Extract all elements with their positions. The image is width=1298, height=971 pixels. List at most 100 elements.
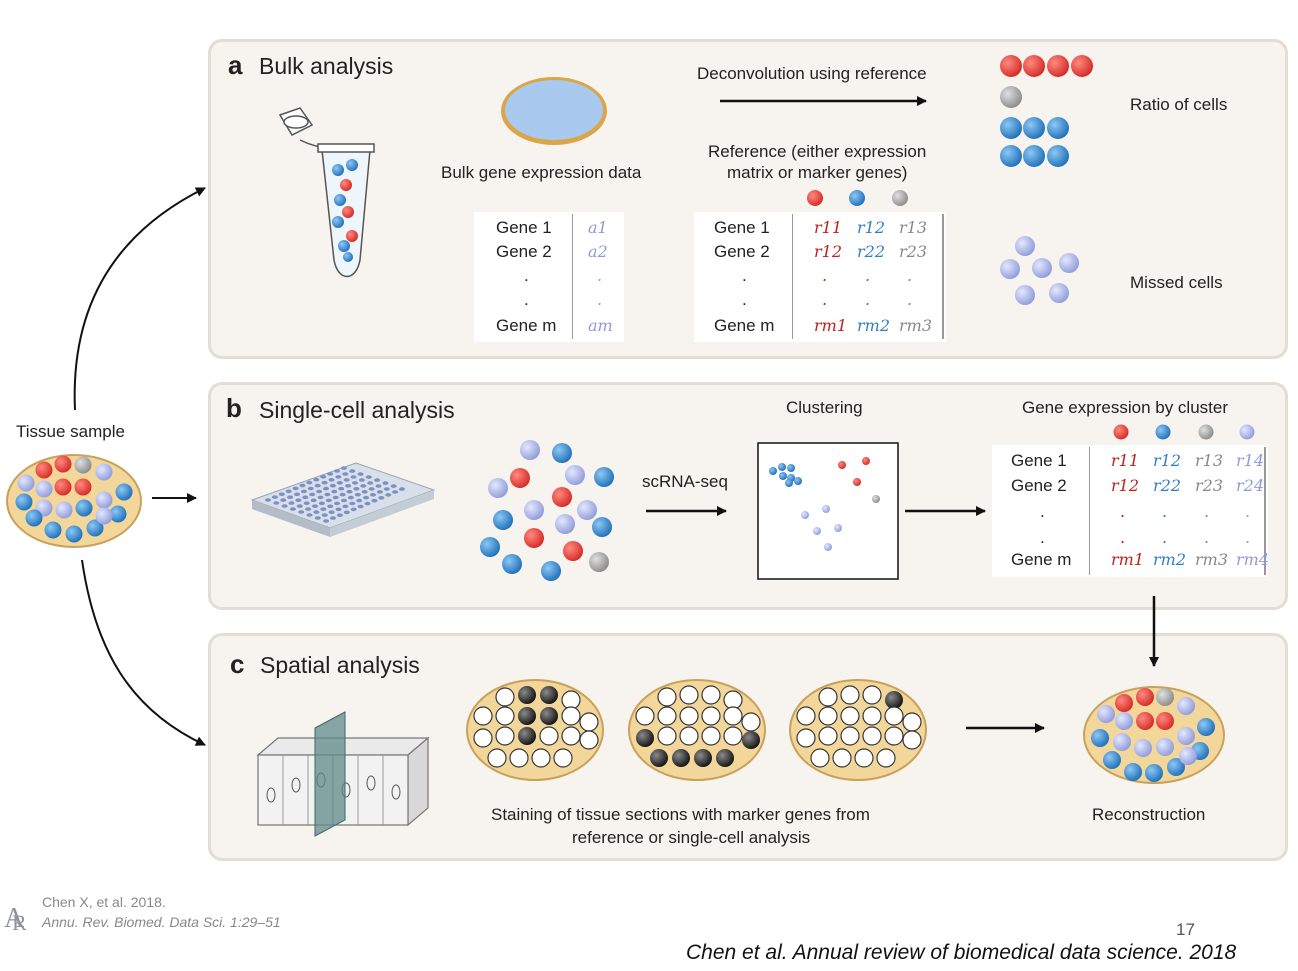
tissue-cell-19 bbox=[95, 507, 113, 525]
section-1-cell-1 bbox=[679, 685, 699, 705]
plate-well-36 bbox=[289, 507, 296, 511]
section-0-cell-1 bbox=[518, 686, 536, 704]
section-0-cell-7 bbox=[540, 707, 558, 725]
credit-line-2: Annu. Rev. Biomed. Data Sci. 1:29–51 bbox=[42, 914, 281, 930]
plate-well-64 bbox=[334, 501, 341, 506]
cluster-value-1-2: r23 bbox=[1195, 476, 1224, 495]
tissue-cell-4 bbox=[35, 480, 53, 498]
ref-dot-1 bbox=[849, 190, 865, 206]
tissue-cell-1 bbox=[54, 455, 72, 473]
plate-well-33 bbox=[343, 478, 350, 482]
plate-well-51 bbox=[318, 501, 325, 506]
tissue-cell-18 bbox=[86, 519, 104, 537]
panel-a-title: Bulk analysis bbox=[259, 53, 394, 79]
plate-well-85 bbox=[330, 516, 336, 520]
plate-well-29 bbox=[316, 489, 323, 494]
single-cells-graphic bbox=[480, 440, 614, 581]
svg-text:R: R bbox=[12, 910, 27, 935]
cluster-dot-14 bbox=[834, 524, 842, 532]
plate-well-71 bbox=[382, 481, 389, 485]
plate-well-42 bbox=[331, 489, 338, 494]
cluster-value-2-3: . bbox=[1245, 502, 1251, 521]
cluster-value-4-2: rm3 bbox=[1195, 550, 1228, 569]
plate-well-81 bbox=[376, 490, 383, 494]
section-1-cell-9 bbox=[741, 712, 761, 732]
plate-well-47 bbox=[365, 475, 372, 479]
tissue-cell-0 bbox=[35, 461, 53, 479]
cluster-value-3-2: . bbox=[1204, 528, 1210, 547]
section-2-cell-0 bbox=[818, 687, 838, 707]
ref-gene-4: Gene m bbox=[714, 316, 775, 335]
single-cell-17 bbox=[589, 552, 609, 572]
plate-well-3 bbox=[285, 489, 292, 494]
missed-cells-label: Missed cells bbox=[1130, 273, 1223, 292]
recon-cell-3 bbox=[1097, 705, 1115, 723]
recon-cell-4 bbox=[1115, 712, 1133, 730]
tissue-cell-5 bbox=[54, 478, 72, 496]
single-cell-2 bbox=[510, 468, 530, 488]
recon-cell-2 bbox=[1156, 688, 1174, 706]
section-1-cell-2 bbox=[701, 685, 721, 705]
tissue-cell-15 bbox=[25, 509, 43, 527]
plate-well-80 bbox=[370, 493, 376, 497]
section-1-cell-8 bbox=[723, 706, 743, 726]
plate-well-5 bbox=[299, 483, 306, 488]
ratio-cell-8 bbox=[1000, 145, 1022, 167]
recon-cell-16 bbox=[1124, 763, 1142, 781]
bulk-gene-1: Gene 2 bbox=[496, 242, 552, 261]
cluster-dot-10 bbox=[872, 495, 880, 503]
ref-value-1-2: r23 bbox=[899, 242, 928, 261]
plate-well-56 bbox=[353, 487, 360, 491]
cluster-dot-7 bbox=[838, 461, 846, 469]
cluster-value-3-1: . bbox=[1162, 528, 1168, 547]
plate-well-89 bbox=[357, 504, 364, 509]
tissue-cell-16 bbox=[44, 521, 62, 539]
ratio-cell-6 bbox=[1023, 117, 1045, 139]
plate-well-91 bbox=[371, 498, 378, 503]
plate-well-73 bbox=[321, 513, 328, 517]
cluster-gene-3: . bbox=[1040, 528, 1045, 547]
credit-line-1: Chen X, et al. 2018. bbox=[42, 894, 166, 910]
plate-well-76 bbox=[342, 504, 349, 509]
plate-well-83 bbox=[390, 484, 397, 488]
cluster-dot-1 bbox=[778, 463, 786, 471]
ratio-of-cells-graphic bbox=[1000, 55, 1093, 167]
section-1-cell-4 bbox=[635, 706, 655, 726]
section-1-cell-12 bbox=[679, 726, 699, 746]
ratio-cell-1 bbox=[1023, 55, 1045, 77]
single-cell-1 bbox=[552, 443, 572, 463]
recon-cell-18 bbox=[1167, 758, 1185, 776]
plate-well-9 bbox=[327, 472, 334, 476]
ratio-cell-0 bbox=[1000, 55, 1022, 77]
ref-gene-1: Gene 2 bbox=[714, 242, 770, 261]
ref-value-0-2: r13 bbox=[899, 218, 928, 237]
cluster-gene-0: Gene 1 bbox=[1011, 451, 1067, 470]
recon-cell-17 bbox=[1145, 764, 1163, 782]
single-cell-5 bbox=[488, 478, 508, 498]
ref-value-4-1: rm2 bbox=[857, 316, 890, 335]
plate-well-35 bbox=[357, 472, 364, 476]
plate-well-13 bbox=[280, 498, 287, 502]
plate-well-20 bbox=[328, 478, 335, 482]
plate-well-28 bbox=[309, 492, 316, 497]
cluster-dot-2 bbox=[787, 464, 795, 472]
plate-well-25 bbox=[288, 501, 295, 505]
section-1-cell-18 bbox=[694, 749, 712, 767]
cluster-dot-6 bbox=[785, 479, 793, 487]
plate-well-49 bbox=[305, 507, 312, 511]
panel-b-title: Single-cell analysis bbox=[259, 397, 455, 423]
section-1-cell-13 bbox=[701, 726, 721, 746]
cluster-value-0-2: r13 bbox=[1195, 451, 1224, 470]
section-0-cell-0 bbox=[495, 687, 515, 707]
missed-cell-5 bbox=[1049, 283, 1069, 303]
plate-well-40 bbox=[317, 495, 324, 500]
panel-c-title: Spatial analysis bbox=[260, 652, 420, 678]
ref-value-2-2: . bbox=[907, 266, 913, 285]
plate-well-94 bbox=[392, 490, 399, 494]
single-cell-8 bbox=[577, 500, 597, 520]
plate-well-82 bbox=[383, 487, 390, 491]
plate-well-46 bbox=[358, 478, 365, 482]
missed-cell-3 bbox=[1059, 253, 1079, 273]
plate-well-38 bbox=[303, 501, 310, 506]
single-cell-12 bbox=[524, 528, 544, 548]
